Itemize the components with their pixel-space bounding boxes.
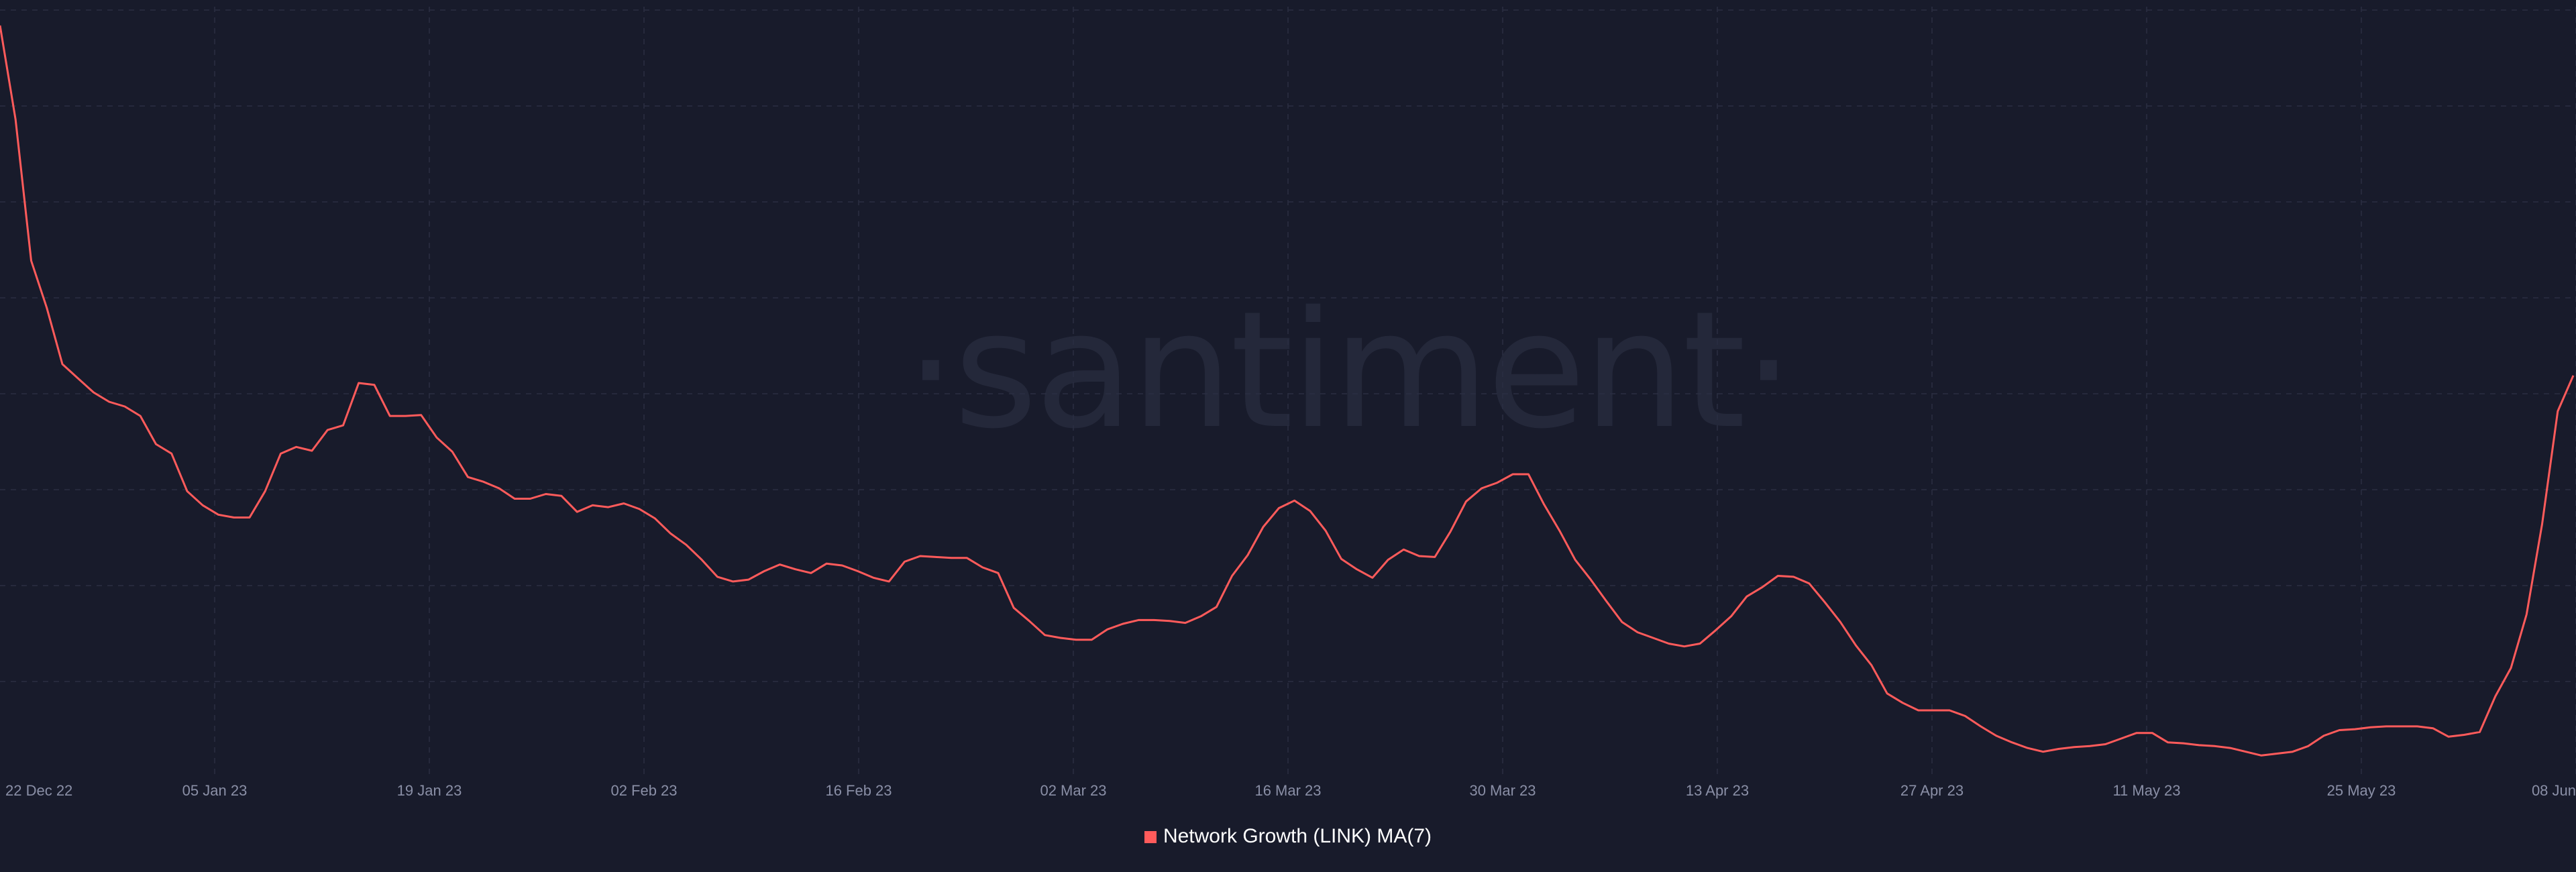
x-tick-label: 02 Mar 23: [1040, 782, 1106, 799]
x-tick-label: 13 Apr 23: [1686, 782, 1749, 799]
legend-swatch: [1144, 831, 1157, 843]
x-tick-label: 19 Jan 23: [397, 782, 462, 799]
x-tick-label: 25 May 23: [2327, 782, 2396, 799]
x-tick-label: 11 May 23: [2112, 782, 2180, 799]
x-tick-label: 27 Apr 23: [1900, 782, 1964, 799]
x-tick-label: 30 Mar 23: [1469, 782, 1536, 799]
x-tick-label: 16 Mar 23: [1254, 782, 1321, 799]
x-tick-label: 22 Dec 22: [5, 782, 72, 799]
santiment-watermark: ·santiment·: [905, 276, 1791, 464]
series-group: [0, 25, 2575, 757]
legend-label[interactable]: Network Growth (LINK) MA(7): [1163, 825, 1432, 847]
x-tick-label: 16 Feb 23: [825, 782, 892, 799]
legend[interactable]: Network Growth (LINK) MA(7): [0, 825, 2576, 848]
x-tick-label: 02 Feb 23: [610, 782, 677, 799]
x-tick-label: 08 Jun: [2532, 782, 2576, 799]
x-axis-ticks[interactable]: 22 Dec 22 05 Jan 23 19 Jan 23 02 Feb 23 16 F…: [5, 782, 2576, 799]
x-tick-label: 05 Jan 23: [182, 782, 248, 799]
series-line-network-growth[interactable]: [0, 25, 2575, 757]
